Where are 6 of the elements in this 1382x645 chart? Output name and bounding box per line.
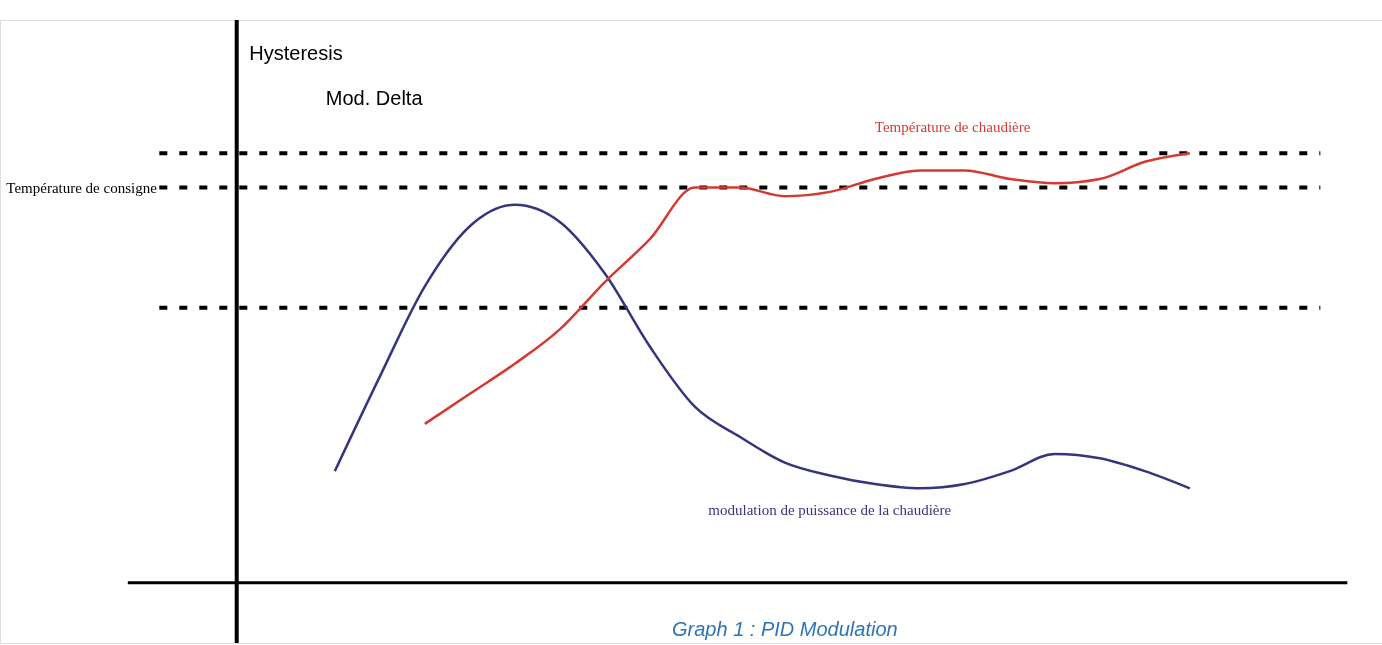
- caption: Graph 1 : PID Modulation: [671, 618, 898, 641]
- text: Température de chaudière: [874, 119, 1031, 136]
- series-label: modulation de puissance de la chaudière: [708, 501, 952, 518]
- text: Hysteresis: [249, 42, 343, 65]
- ref-line-label: Température de consigne: [6, 179, 158, 196]
- text: Mod. Delta: [325, 87, 424, 110]
